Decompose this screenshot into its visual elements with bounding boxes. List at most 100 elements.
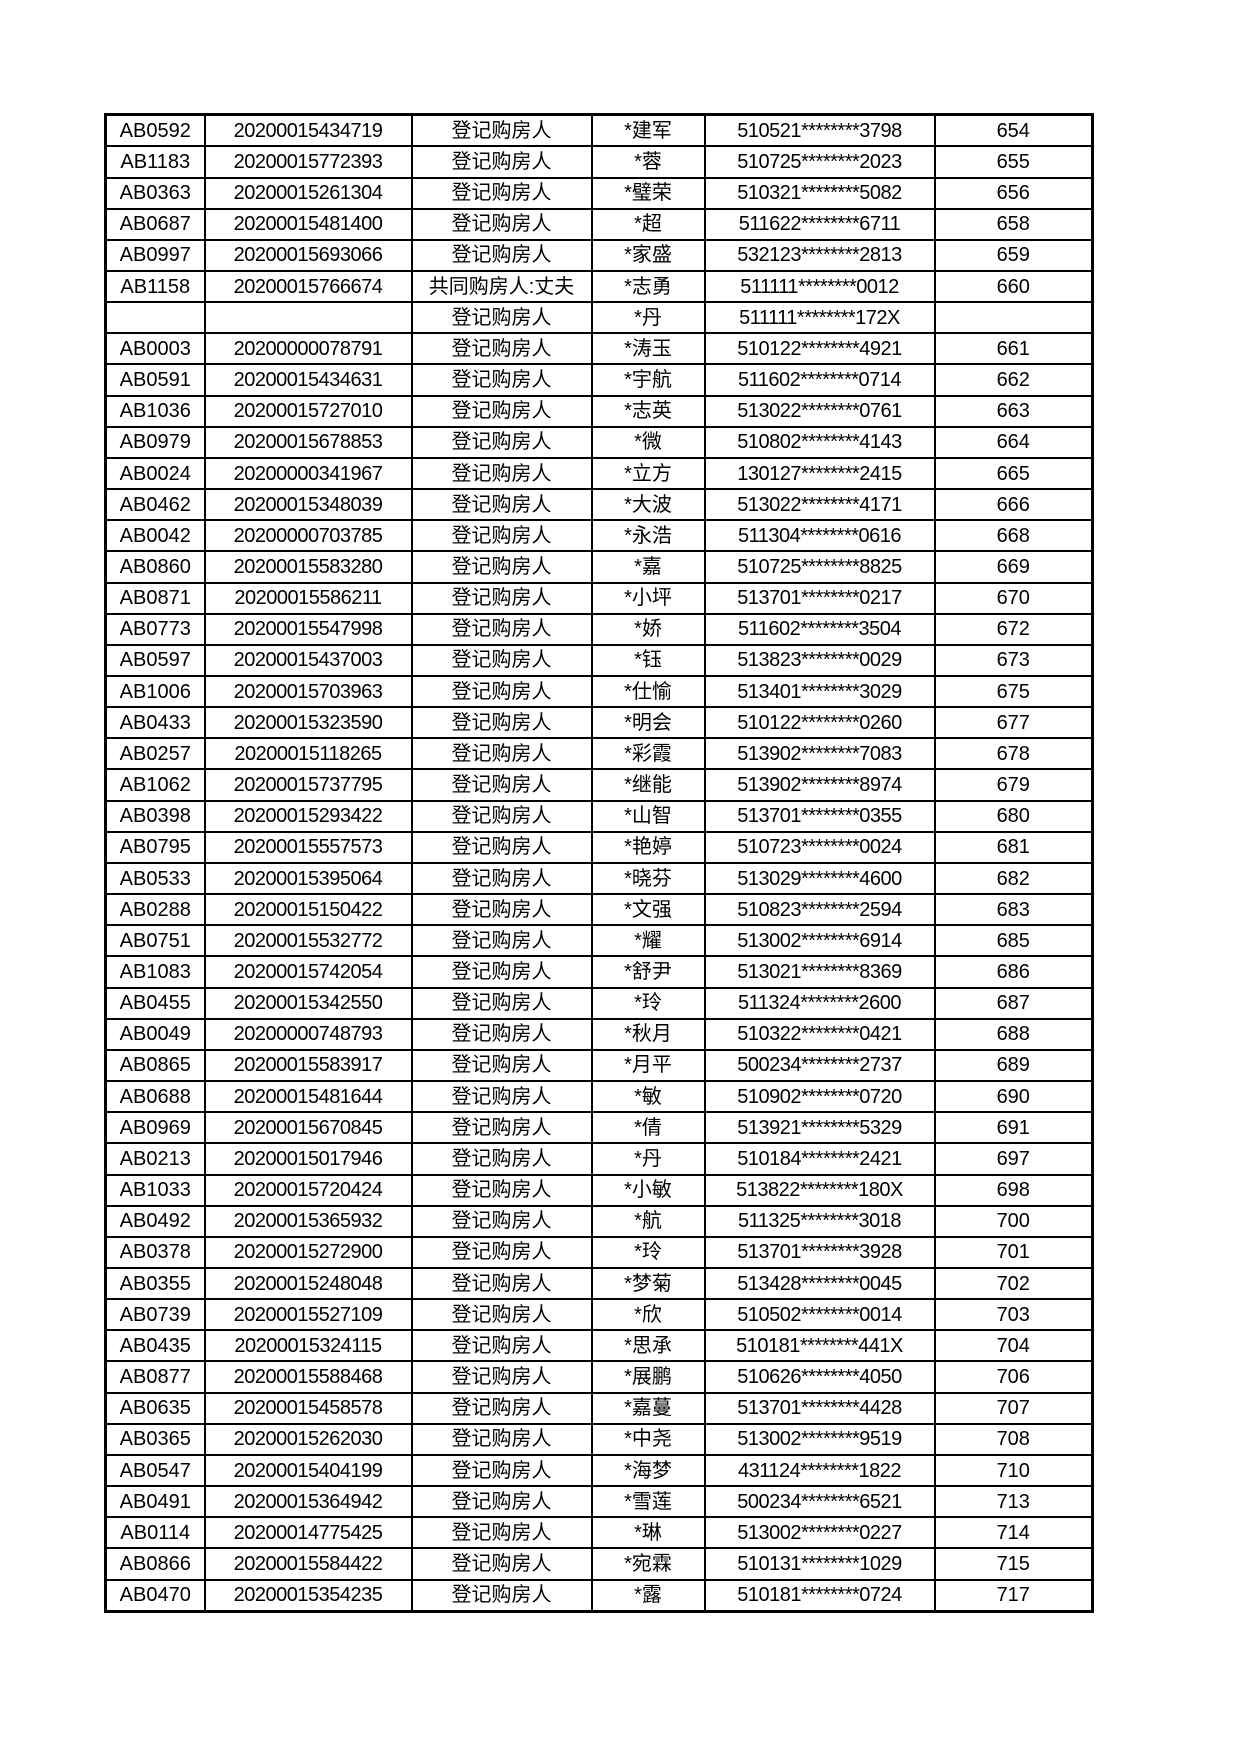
table-row: AB0042 20200000703785 登记购房人 *永浩 511304**… <box>104 519 1094 553</box>
table-row: AB0049 20200000748793 登记购房人 *秋月 510322**… <box>104 1017 1094 1051</box>
cell-id-number-masked: 510823********2594 <box>703 893 936 927</box>
cell-buyer-name: *晓芬 <box>590 861 706 896</box>
cell-id-number-masked: 513022********0761 <box>703 394 936 428</box>
table-row: AB0687 20200015481400 登记购房人 *超 511622***… <box>104 207 1094 241</box>
cell-id-number-masked: 510902********0720 <box>703 1080 936 1114</box>
table-row: AB0455 20200015342550 登记购房人 *玲 511324***… <box>104 986 1094 1020</box>
cell-code: AB0997 <box>104 238 206 272</box>
cell-sequence-number: 673 <box>933 643 1094 678</box>
cell-sequence-number: 659 <box>933 238 1094 272</box>
cell-buyer-name: *展鹏 <box>590 1360 706 1394</box>
cell-buyer-name: *宛霖 <box>590 1547 706 1581</box>
cell-sequence-number: 682 <box>933 861 1094 896</box>
cell-id-number-masked: 513701********0355 <box>703 799 936 833</box>
cell-sequence-number: 690 <box>933 1080 1094 1114</box>
cell-buyer-name: *继能 <box>590 768 706 802</box>
cell-registration-number: 20200015404199 <box>203 1453 413 1488</box>
cell-sequence-number: 689 <box>933 1048 1094 1083</box>
cell-registration-number: 20200015584422 <box>203 1547 413 1581</box>
cell-buyer-name: *志英 <box>590 394 706 428</box>
cell-buyer-name: *舒尹 <box>590 955 706 989</box>
cell-sequence-number: 672 <box>933 612 1094 646</box>
table-row: AB0533 20200015395064 登记购房人 *晓芬 513029**… <box>104 861 1094 896</box>
cell-buyer-type: 登记购房人 <box>410 207 593 241</box>
table-row: AB0462 20200015348039 登记购房人 *大波 513022**… <box>104 488 1094 522</box>
cell-buyer-type: 登记购房人 <box>410 799 593 833</box>
cell-code: AB0491 <box>104 1485 206 1519</box>
cell-sequence-number: 685 <box>933 924 1094 958</box>
cell-code: AB0042 <box>104 519 206 553</box>
cell-sequence-number: 661 <box>933 332 1094 366</box>
cell-registration-number: 20200015742054 <box>203 955 413 989</box>
cell-registration-number: 20200000341967 <box>203 456 413 491</box>
cell-buyer-type: 登记购房人 <box>410 1142 593 1176</box>
table-row: AB0751 20200015532772 登记购房人 *耀 513002***… <box>104 924 1094 958</box>
cell-buyer-name: *永浩 <box>590 519 706 553</box>
cell-sequence-number: 688 <box>933 1017 1094 1051</box>
cell-buyer-name: *超 <box>590 207 706 241</box>
cell-id-number-masked: 511304********0616 <box>703 519 936 553</box>
cell-code: AB0378 <box>104 1235 206 1269</box>
cell-buyer-name: *航 <box>590 1204 706 1238</box>
cell-code: AB0462 <box>104 488 206 522</box>
cell-registration-number: 20200015248048 <box>203 1266 413 1301</box>
cell-sequence-number: 697 <box>933 1142 1094 1176</box>
cell-id-number-masked: 510725********8825 <box>703 550 936 584</box>
cell-registration-number: 20200015583917 <box>203 1048 413 1083</box>
table-row: AB0470 20200015354235 登记购房人 *露 510181***… <box>104 1578 1094 1613</box>
cell-id-number-masked: 513029********4600 <box>703 861 936 896</box>
cell-sequence-number <box>933 301 1094 335</box>
cell-buyer-name: *琳 <box>590 1516 706 1550</box>
cell-buyer-name: *立方 <box>590 456 706 491</box>
cell-sequence-number: 698 <box>933 1173 1094 1207</box>
cell-sequence-number: 691 <box>933 1111 1094 1145</box>
cell-id-number-masked: 513002********6914 <box>703 924 936 958</box>
cell-id-number-masked: 513701********3928 <box>703 1235 936 1269</box>
cell-id-number-masked: 513021********8369 <box>703 955 936 989</box>
cell-buyer-name: *彩霞 <box>590 737 706 771</box>
cell-buyer-name: *志勇 <box>590 269 706 304</box>
cell-buyer-type: 登记购房人 <box>410 643 593 678</box>
cell-buyer-name: *宇航 <box>590 363 706 397</box>
cell-id-number-masked: 431124********1822 <box>703 1453 936 1488</box>
cell-buyer-type: 登记购房人 <box>410 1360 593 1394</box>
cell-code: AB0687 <box>104 207 206 241</box>
cell-sequence-number: 715 <box>933 1547 1094 1581</box>
cell-buyer-type: 登记购房人 <box>410 1453 593 1488</box>
cell-registration-number: 20200015583280 <box>203 550 413 584</box>
cell-code: AB0257 <box>104 737 206 771</box>
cell-code: AB0288 <box>104 893 206 927</box>
table-row: 登记购房人 *丹 511111********172X <box>104 301 1094 335</box>
cell-buyer-type: 登记购房人 <box>410 113 593 148</box>
cell-code: AB0114 <box>104 1516 206 1550</box>
cell-id-number-masked: 510181********441X <box>703 1329 936 1363</box>
table-row: AB0365 20200015262030 登记购房人 *中尧 513002**… <box>104 1422 1094 1456</box>
cell-registration-number: 20200015354235 <box>203 1578 413 1613</box>
cell-buyer-type: 登记购房人 <box>410 1204 593 1238</box>
cell-buyer-name: *蓉 <box>590 145 706 179</box>
buyers-table: AB0592 20200015434719 登记购房人 *建军 510521**… <box>104 113 1094 1613</box>
cell-buyer-name: *玲 <box>590 1235 706 1269</box>
cell-sequence-number: 706 <box>933 1360 1094 1394</box>
cell-buyer-type: 登记购房人 <box>410 1298 593 1332</box>
cell-buyer-type: 共同购房人:丈夫 <box>410 269 593 304</box>
cell-registration-number: 20200015458578 <box>203 1391 413 1425</box>
cell-registration-number: 20200015293422 <box>203 799 413 833</box>
cell-id-number-masked: 510184********2421 <box>703 1142 936 1176</box>
cell-id-number-masked: 510521********3798 <box>703 113 936 148</box>
cell-sequence-number: 707 <box>933 1391 1094 1425</box>
cell-buyer-name: *明会 <box>590 706 706 740</box>
table-row: AB0433 20200015323590 登记购房人 *明会 510122**… <box>104 706 1094 740</box>
cell-registration-number: 20200014775425 <box>203 1516 413 1550</box>
table-row: AB1083 20200015742054 登记购房人 *舒尹 513021**… <box>104 955 1094 989</box>
cell-id-number-masked: 513822********180X <box>703 1173 936 1207</box>
cell-code: AB0751 <box>104 924 206 958</box>
table-row: AB0547 20200015404199 登记购房人 *海梦 431124**… <box>104 1453 1094 1488</box>
cell-sequence-number: 662 <box>933 363 1094 397</box>
cell-id-number-masked: 510321********5082 <box>703 176 936 210</box>
table-row: AB0003 20200000078791 登记购房人 *涛玉 510122**… <box>104 332 1094 366</box>
cell-buyer-type: 登记购房人 <box>410 1111 593 1145</box>
cell-sequence-number: 678 <box>933 737 1094 771</box>
cell-sequence-number: 713 <box>933 1485 1094 1519</box>
